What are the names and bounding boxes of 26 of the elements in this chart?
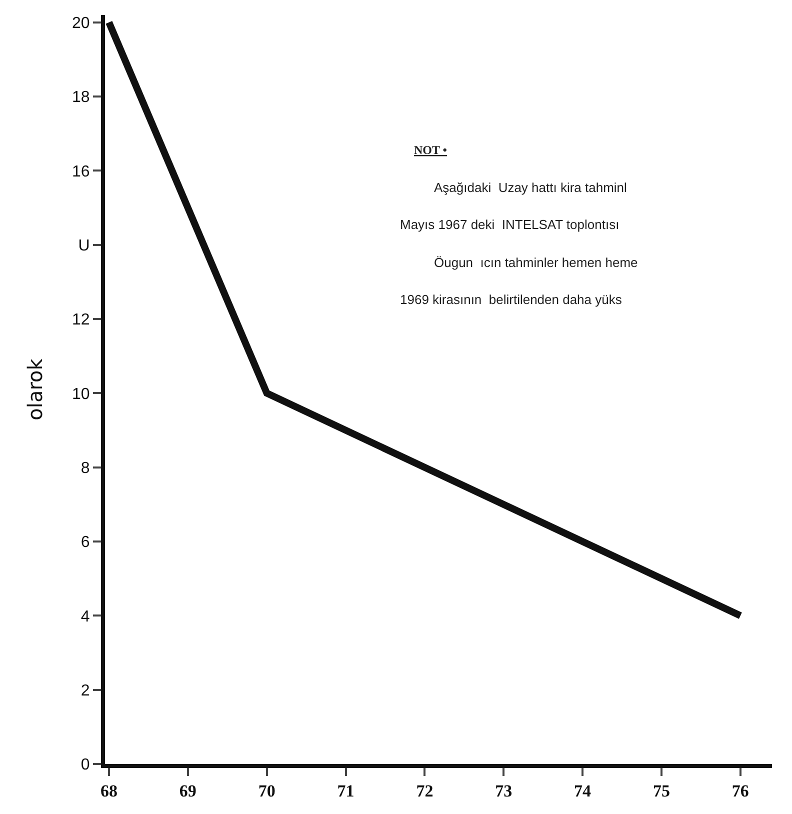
y-tick-label: 6 [80,534,90,552]
x-tick-label: 74 [574,781,592,800]
annotation: 1969 kirasının belirtilenden daha yüks [400,292,622,307]
annotation: Mayıs 1967 deki INTELSAT toplontısı [400,217,620,232]
y-tick-label: 0 [80,756,90,774]
x-tick-label: 71 [337,781,354,800]
y-tick-label: 2 [80,682,90,700]
x-tick-label: 70 [258,781,276,800]
y-axis-title: olarok [23,358,48,420]
y-tick-label: U [78,237,90,254]
y-tick-label: 18 [72,89,90,106]
x-tick-label: 75 [652,781,670,800]
annotation: Öugun ıcın tahminler hemen heme [434,255,638,270]
x-tick-label: 72 [416,781,434,800]
y-tick-label: 16 [72,163,90,180]
y-tick-label: 8 [80,460,90,477]
x-tick-label: 68 [100,781,118,800]
x-tick-label: 73 [495,781,512,800]
annotation: NOT • [414,143,447,157]
x-tick-label: 69 [179,781,196,800]
y-tick-label: 4 [80,608,90,626]
x-tick-label: 76 [732,781,749,800]
y-tick-label: 20 [72,15,90,32]
y-tick-label: 12 [72,312,90,329]
annotation: Aşağıdaki Uzay hattı kira tahminl [434,180,628,195]
y-tick-label: 10 [72,386,90,403]
